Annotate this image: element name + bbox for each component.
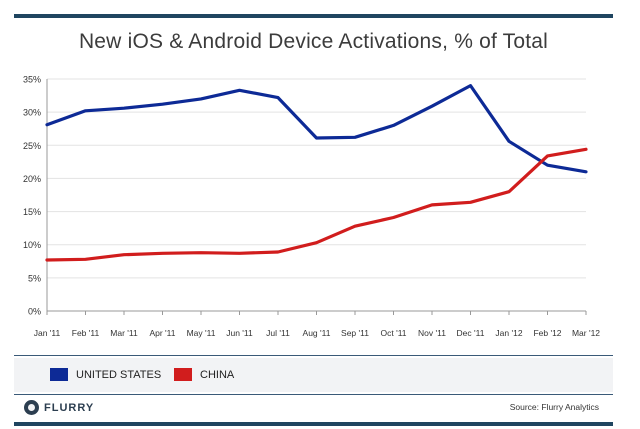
x-tick-label: Aug '11 — [303, 328, 331, 338]
line-chart: 0% 5% 10% 15% 20% 25% 30% 35% Jan '11 Feb '11 Mar … — [23, 75, 600, 339]
series-line-united-states — [45, 83, 588, 174]
x-tick-label: Oct '11 — [380, 328, 406, 338]
x-tick-label: Apr '11 — [149, 328, 175, 338]
y-tick-label: 35% — [23, 75, 41, 85]
y-tick-label: 30% — [23, 108, 41, 118]
footer-rule — [14, 394, 613, 395]
x-tick-label: May '11 — [187, 328, 216, 338]
legend-label-united-states: UNITED STATES — [76, 368, 162, 381]
legend-item-united-states: UNITED STATES — [50, 368, 161, 381]
y-tick-label: 20% — [23, 174, 41, 184]
x-tick-label: Jan '11 — [34, 328, 61, 338]
x-tick-label: Jun '11 — [226, 328, 253, 338]
x-tick-label: Feb '11 — [72, 328, 100, 338]
flurry-logo-icon — [24, 400, 39, 415]
y-tick-label: 0% — [28, 307, 41, 317]
legend: UNITED STATES CHINA — [14, 358, 613, 392]
legend-item-china: CHINA — [174, 368, 234, 381]
top-rule — [14, 14, 613, 18]
chart-title: New iOS & Android Device Activations, % … — [78, 30, 549, 53]
bottom-rule — [14, 422, 613, 426]
legend-swatch-united-states — [50, 368, 68, 381]
x-tick-label: Mar '12 — [572, 328, 600, 338]
x-tick-label: Dec '11 — [457, 328, 485, 338]
y-tick-label: 25% — [23, 141, 41, 151]
legend-swatch-china — [174, 368, 192, 381]
x-tick-label: Mar '11 — [110, 328, 138, 338]
legend-label-china: CHINA — [200, 368, 235, 381]
x-tick-label: Nov '11 — [418, 328, 446, 338]
x-tick-label: Jul '11 — [266, 328, 290, 338]
legend-rule — [14, 355, 613, 356]
x-tick-label: Feb '12 — [533, 328, 561, 338]
source-note: Source: Flurry Analytics — [509, 402, 599, 412]
brand-logo: FLURRY — [24, 400, 94, 415]
x-tick-label: Jan '12 — [495, 328, 522, 338]
y-tick-label: 5% — [28, 273, 41, 283]
brand-name: FLURRY — [44, 401, 95, 414]
y-tick-label: 15% — [23, 207, 41, 217]
series-line-china — [45, 147, 588, 262]
footer: FLURRY Source: Flurry Analytics — [14, 396, 613, 421]
y-tick-label: 10% — [23, 240, 41, 250]
x-tick-label: Sep '11 — [341, 328, 369, 338]
